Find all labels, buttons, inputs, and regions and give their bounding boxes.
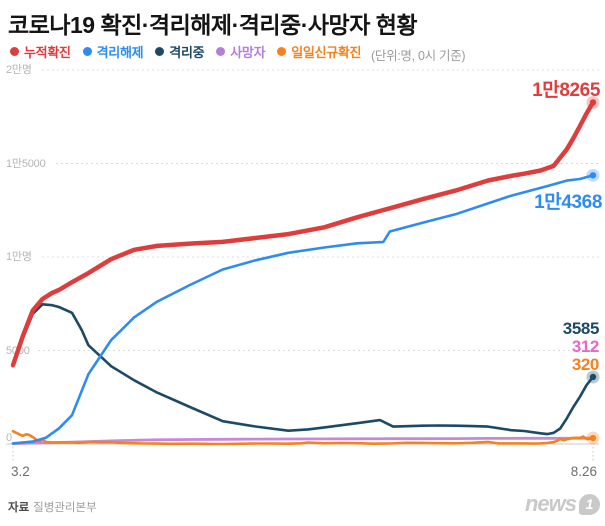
legend-label: 격리중 [169,45,205,60]
legend-item-in-quarantine: 격리중 [155,42,205,61]
source-note: 자료 질병관리본부 [8,499,97,515]
legend-dot-released [82,47,92,56]
legend-item-deaths: 사망자 [216,42,266,61]
unit-note: (단위:명, 0시 기준) [371,49,466,63]
legend: 누적확진 격리해제 격리중 사망자 일일신규확진 [10,42,362,61]
legend-dot-daily-new [277,47,287,56]
value-label-in-quarantine: 3585 [562,319,600,338]
page-title: 코로나19 확진·격리해제·격리중·사망자 현황 [8,12,418,38]
legend-item-released: 격리해제 [82,42,144,61]
legend-label: 격리해제 [96,45,144,60]
news1-logo-badge: 1 [579,493,600,515]
source-name: 질병관리본부 [33,502,97,514]
legend-dot-deaths [216,47,226,56]
value-label-deaths: 312 [571,337,600,356]
legend-label: 일일신규확진 [291,45,362,60]
legend-item-cumulative-confirmed: 누적확진 [10,42,71,61]
x-axis-label-start: 3.2 [11,464,30,479]
value-label-daily-new: 320 [571,355,600,374]
x-axis-label-end: 8.26 [570,464,597,479]
source-label: 자료 [8,502,30,514]
news1-logo: news 1 [525,493,600,515]
legend-dot-in-quarantine [155,47,165,56]
legend-dot-cumulative-confirmed [10,47,19,56]
value-label-released: 1만4368 [534,192,602,213]
y-axis-label-15000: 1만5000 [6,157,46,170]
legend-label: 사망자 [230,45,266,60]
y-axis-label-10000: 1만명 [6,251,32,263]
legend-label: 누적확진 [24,45,71,60]
legend-item-daily-new: 일일신규확진 [277,42,362,61]
value-label-cumulative-confirmed: 1만8265 [532,80,600,101]
y-axis-label-0: 0 [6,432,12,444]
y-axis-label-20000: 2만명 [6,64,32,76]
news1-logo-text: news [524,491,577,516]
